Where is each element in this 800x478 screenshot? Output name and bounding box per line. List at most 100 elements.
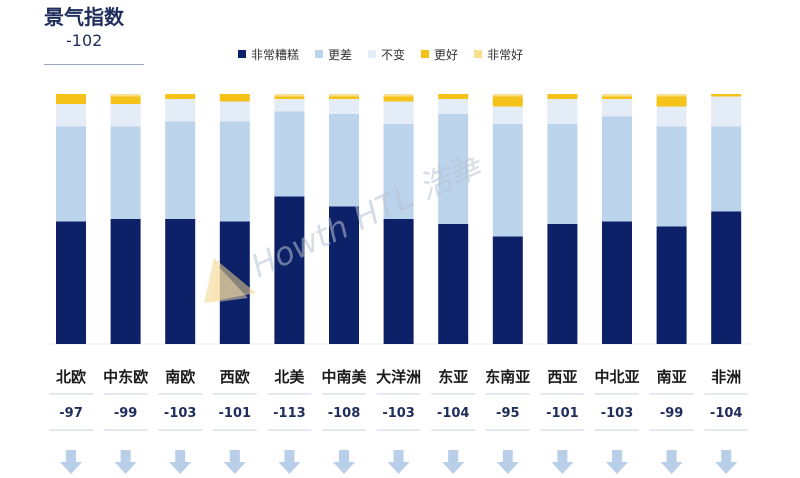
bar-segment [56,221,86,344]
bar-segment [492,106,523,124]
bar-segment [383,96,414,102]
legend-label-worse: 更差 [328,47,353,62]
legend-label-very-good: 非常好 [487,47,524,62]
bar-segment [329,206,359,344]
bar-segment [329,94,359,97]
index-value-label: -95 [496,406,520,421]
legend-item-very-bad: 非常糟糕 [238,46,299,63]
bar-segment [219,101,250,122]
down-arrow-icon [278,450,301,474]
category-label: 非洲 [711,368,741,386]
bar-segment [656,106,687,127]
bar-segment [383,124,414,219]
legend-item-worse: 更差 [315,46,352,63]
bar-segment [110,219,141,344]
bar-segment [438,94,469,99]
overall-index: -102 [66,31,103,50]
legend-swatch-very-good [474,50,483,58]
bar-segment [56,94,86,104]
category-label: 中南美 [321,368,367,386]
index-value-label: -101 [546,406,579,421]
bar-segment [492,236,523,344]
down-arrow-icon [715,450,738,474]
category-label: 北美 [274,368,305,386]
bar-segment [110,96,141,104]
bar-segment [274,96,305,99]
legend-label-very-bad: 非常糟糕 [251,47,300,62]
bar-segment [547,124,578,224]
category-label: 大洋洲 [376,368,421,386]
bar-segment [602,99,632,117]
index-value-label: -99 [114,406,138,421]
legend-item-same: 不变 [368,46,405,63]
down-arrow-icon [169,450,192,474]
bar-segment [110,94,141,97]
category-label: 中北亚 [594,368,639,386]
bar-segment [438,224,469,344]
legend-swatch-same [368,50,377,58]
legend-swatch-better [421,50,430,58]
down-arrow-icon [496,450,519,474]
bar-segment [547,99,578,124]
bar-segment [165,99,196,122]
legend-item-very-good: 非常好 [474,46,523,63]
bar-segment [56,126,86,222]
index-value-label: -97 [59,406,83,421]
bar-segment [329,96,359,99]
bar-segment [602,94,632,97]
bar-segment [492,124,523,237]
bar-segment [383,94,414,97]
bar-segment [711,211,742,344]
bar-segment [656,226,687,344]
legend-swatch-very-bad [238,50,246,58]
index-value-label: -113 [273,406,306,421]
bar-segment [602,96,632,99]
category-label: 南欧 [165,368,195,386]
legend-label-better: 更好 [434,47,459,62]
bar-segment [110,104,141,127]
bar-segment [602,116,632,222]
bar-segment [219,94,250,102]
index-value-label: -103 [164,406,197,421]
category-label: 东亚 [438,368,468,386]
bar-segment [274,94,305,97]
index-value-label: -104 [710,406,743,421]
bar-segment [438,99,469,114]
index-value-label: -108 [328,406,361,421]
down-arrow-icon [442,450,465,474]
bar-segment [219,121,250,222]
bar-segment [711,126,742,212]
category-label: 西欧 [220,368,250,386]
category-label: 北欧 [56,368,86,386]
category-label: 西亚 [547,368,577,386]
bar-segment [329,114,359,207]
bar-segment [656,96,687,107]
header-divider [44,64,144,65]
legend: 非常糟糕 更差 不变 更好 非常好 [238,46,539,62]
legend-label-same: 不变 [381,47,406,62]
bar-segment [165,121,196,219]
bar-segment [56,104,86,127]
down-arrow-icon [387,450,410,474]
down-arrow-icon [60,450,82,474]
bar-segment [329,99,359,114]
bar-segment [656,94,687,97]
bar-segment [165,94,196,99]
bar-segment [438,114,469,224]
bar-segment [110,126,141,219]
bar-segment [547,224,578,344]
bar-segment [711,96,742,127]
bar-segment [602,221,632,344]
bar-segment [219,221,250,344]
bar-segment [165,219,196,344]
down-arrow-icon [606,450,628,474]
category-label: 中东欧 [103,368,148,386]
bar-segment [656,126,687,227]
legend-item-better: 更好 [421,46,458,63]
bar-segment [274,99,305,112]
index-value-label: -103 [382,406,415,421]
bar-segment [274,196,305,344]
bar-segment [492,94,523,97]
index-value-label: -99 [660,406,684,421]
